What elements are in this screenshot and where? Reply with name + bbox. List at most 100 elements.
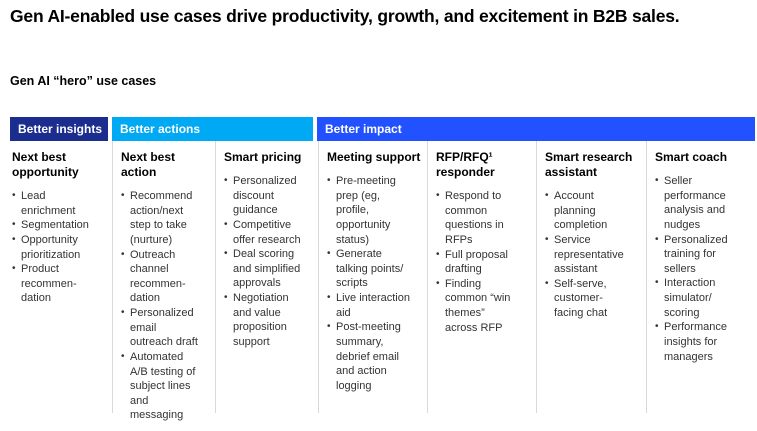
use-case-item: • Performance insights for managers (655, 320, 739, 364)
bullet-icon: • (12, 263, 16, 275)
band-better-impact: Better impact (317, 117, 755, 141)
use-case-list: • Respond to common questions in RFPs • Ful… (436, 189, 536, 335)
use-case-item-label: Automated A/B testing of subject lines a… (130, 350, 196, 422)
use-case-list: • Seller performance analysis and nudges •… (655, 174, 755, 364)
bullet-icon: • (224, 218, 228, 230)
use-case-item-label: Post-meeting summary, debrief email and … (336, 321, 401, 392)
use-case-list: • Lead enrichment • Segmentation • Opportunit… (12, 189, 112, 306)
bullet-icon: • (327, 292, 331, 303)
use-case-item-label: Self-serve, customer-facing chat (554, 277, 608, 319)
use-case-item-label: Service representative assistant (554, 233, 624, 276)
bullet-icon: • (655, 175, 659, 186)
use-case-item: • Negotiation and value proposition suppo… (224, 291, 304, 350)
use-case-item-label: Personalized discount guidance (233, 175, 297, 217)
column-rfp-rfq-responder: RFP/RFQ¹ responder • Respond to common qu… (427, 141, 536, 413)
column-next-best-opportunity: Next best opportunity • Lead enrichment • S… (10, 141, 112, 413)
band-better-actions: Better actions (112, 117, 313, 141)
column-header: RFP/RFQ¹ responder (436, 150, 495, 179)
bullet-icon: • (121, 248, 125, 260)
use-case-item: • Self-serve, customer-facing chat (545, 277, 630, 321)
use-case-item: • Account planning completion (545, 189, 630, 233)
use-case-item-label: Opportunity prioritization (21, 233, 81, 261)
use-case-item-label: Segmentation (21, 219, 89, 232)
use-case-item: • Personalized training for sellers (655, 233, 739, 277)
use-case-item-label: Full proposal drafting (445, 248, 508, 276)
use-case-list: • Pre-meeting prep (eg, profile, opportun… (327, 174, 427, 393)
use-case-list: • Personalized discount guidance • Competit… (224, 174, 318, 350)
bullet-icon: • (545, 190, 549, 201)
use-case-item: • Opportunity prioritization (12, 233, 98, 262)
bullet-icon: • (12, 190, 16, 201)
use-case-list: • Recommend action/next step to take (nur… (121, 189, 215, 423)
band-better-insights: Better insights (10, 117, 108, 141)
use-case-item-label: Lead enrichment (21, 190, 76, 217)
use-case-item-label: Performance insights for managers (664, 321, 727, 363)
bullet-icon: • (12, 219, 16, 231)
column-smart-coach: Smart coach • Seller performance analysis… (646, 141, 755, 413)
use-case-item: • Seller performance analysis and nudges (655, 174, 739, 233)
use-case-item-label: Live interaction aid (336, 292, 410, 319)
bullet-icon: • (121, 307, 125, 318)
bullet-icon: • (121, 350, 125, 362)
use-case-item: • Service representative assistant (545, 233, 630, 277)
use-case-item: • Finding common “win themes” across RFP (436, 277, 520, 336)
column-header: Meeting support (327, 150, 421, 164)
use-case-item: • Outreach channel recommen-dation (121, 248, 201, 307)
bullet-icon: • (545, 277, 549, 289)
page-title: Gen AI-enabled use cases drive productiv… (10, 6, 680, 26)
use-case-item-label: Seller performance analysis and nudges (664, 175, 726, 231)
column-smart-research-assistant: Smart research assistant • Account planni… (536, 141, 646, 413)
use-case-item: • Generate talking points/ scripts (327, 247, 411, 291)
bullet-icon: • (224, 175, 228, 186)
band-label: Better insights (18, 122, 103, 136)
use-case-item: • Respond to common questions in RFPs (436, 189, 520, 248)
use-case-item-label: Respond to common questions in RFPs (445, 190, 504, 246)
use-case-item-label: Deal scoring and simplified approvals (233, 248, 301, 290)
bullet-icon: • (327, 321, 331, 333)
bullet-icon: • (224, 248, 228, 260)
column-header: Smart coach (655, 150, 728, 164)
band-label: Better actions (120, 122, 201, 136)
use-case-item: • Live interaction aid (327, 291, 411, 320)
bullet-icon: • (224, 292, 228, 303)
use-case-item: • Full proposal drafting (436, 248, 520, 277)
bullet-icon: • (545, 233, 549, 245)
use-case-item-label: Pre-meeting prep (eg, profile, opportuni… (336, 175, 396, 246)
bullet-icon: • (327, 175, 331, 186)
use-case-item: • Deal scoring and simplified approvals (224, 247, 304, 291)
bullet-icon: • (121, 190, 125, 201)
use-case-item-label: Negotiation and value proposition suppor… (233, 292, 289, 348)
use-case-item-label: Finding common “win themes” across RFP (445, 277, 511, 334)
bullet-icon: • (327, 248, 331, 260)
use-case-item-label: Competitive offer research (233, 218, 301, 246)
use-case-item: • Segmentation (12, 218, 98, 233)
use-case-item: • Automated A/B testing of subject lines … (121, 350, 201, 423)
use-case-item: • Competitive offer research (224, 218, 304, 247)
bullet-icon: • (655, 233, 659, 245)
use-case-table: Next best opportunity • Lead enrichment • S… (10, 141, 755, 421)
bullet-icon: • (12, 233, 16, 245)
use-case-item: • Recommend action/next step to take (nur… (121, 189, 201, 248)
use-case-list: • Account planning completion • Service rep… (545, 189, 646, 321)
use-case-item: • Personalized discount guidance (224, 174, 304, 218)
use-case-item: • Post-meeting summary, debrief email and… (327, 320, 411, 393)
use-case-item-label: Account planning completion (554, 190, 608, 232)
column-meeting-support: Meeting support • Pre-meeting prep (eg, p… (318, 141, 427, 413)
use-case-item-label: Interaction simulator/ scoring (664, 277, 716, 319)
use-case-item: • Product recommen-dation (12, 262, 98, 306)
band-label: Better impact (325, 122, 402, 136)
column-next-best-action: Next best action • Recommend action/next … (112, 141, 215, 421)
bullet-icon: • (655, 321, 659, 333)
bullet-icon: • (436, 248, 440, 260)
column-header: Next best opportunity (12, 150, 79, 179)
column-header: Smart pricing (224, 150, 302, 164)
use-case-item: • Personalized email outreach draft (121, 306, 201, 350)
use-case-item-label: Recommend action/next step to take (nurt… (130, 190, 193, 246)
bullet-icon: • (436, 190, 440, 201)
use-case-item-label: Personalized email outreach draft (130, 307, 198, 349)
use-case-item-label: Outreach channel recommen-dation (130, 248, 186, 305)
column-header: Next best action (121, 150, 176, 179)
column-header: Smart research assistant (545, 150, 633, 179)
bullet-icon: • (655, 277, 659, 289)
